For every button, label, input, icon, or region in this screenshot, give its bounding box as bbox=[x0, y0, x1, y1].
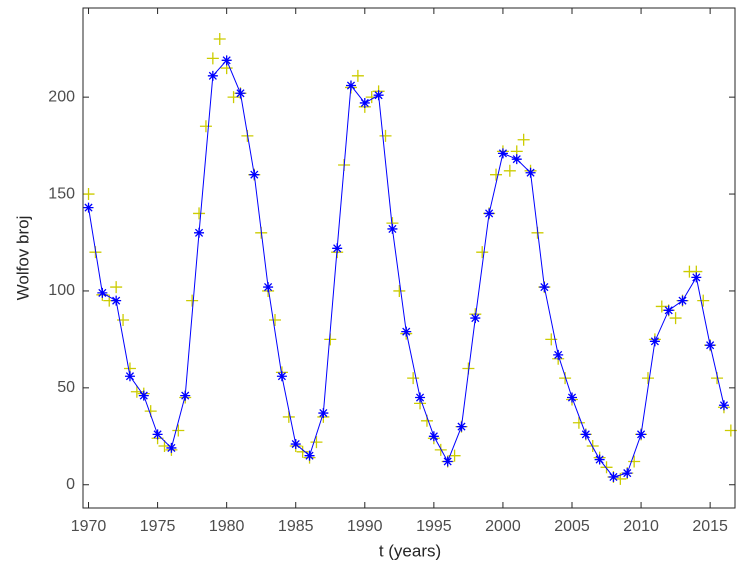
marker bbox=[249, 169, 260, 180]
marker bbox=[345, 80, 356, 91]
marker bbox=[407, 372, 420, 385]
marker bbox=[442, 456, 453, 467]
y-tick-label: 0 bbox=[66, 476, 75, 493]
marker bbox=[296, 445, 309, 458]
x-tick-label: 2000 bbox=[485, 518, 521, 535]
marker bbox=[641, 372, 654, 385]
x-tick-label: 1995 bbox=[416, 518, 452, 535]
axes-box bbox=[82, 7, 736, 509]
marker bbox=[158, 439, 171, 452]
marker bbox=[332, 243, 343, 254]
marker bbox=[83, 202, 94, 213]
marker bbox=[393, 284, 406, 297]
marker bbox=[172, 424, 185, 437]
marker bbox=[379, 129, 392, 142]
marker bbox=[227, 91, 240, 104]
marker bbox=[263, 282, 274, 293]
marker bbox=[448, 449, 461, 462]
marker bbox=[290, 439, 301, 450]
marker bbox=[221, 55, 232, 66]
y-tick-label: 200 bbox=[48, 88, 75, 105]
marker bbox=[111, 295, 122, 306]
marker bbox=[206, 52, 219, 65]
marker bbox=[517, 133, 530, 146]
marker bbox=[186, 294, 199, 307]
marker bbox=[213, 33, 226, 46]
marker bbox=[166, 442, 177, 453]
marker bbox=[304, 450, 315, 461]
marker bbox=[180, 390, 191, 401]
marker bbox=[82, 188, 95, 201]
marker bbox=[669, 312, 682, 325]
marker bbox=[456, 421, 467, 432]
marker bbox=[705, 340, 716, 351]
x-tick-label: 1985 bbox=[278, 518, 314, 535]
y-axis-label: Wolfov broj bbox=[13, 216, 32, 301]
marker bbox=[525, 167, 536, 178]
x-tick-label: 1980 bbox=[209, 518, 245, 535]
marker bbox=[628, 455, 641, 468]
x-tick-label: 2010 bbox=[623, 518, 659, 535]
marker bbox=[503, 164, 516, 177]
marker bbox=[718, 400, 729, 411]
marker bbox=[539, 282, 550, 293]
marker bbox=[97, 287, 108, 298]
marker bbox=[387, 223, 398, 234]
marker bbox=[580, 429, 591, 440]
marker bbox=[373, 90, 384, 101]
marker bbox=[663, 305, 674, 316]
marker bbox=[110, 281, 123, 294]
marker bbox=[476, 246, 489, 259]
marker bbox=[484, 208, 495, 219]
marker bbox=[199, 120, 212, 133]
marker bbox=[428, 431, 439, 442]
x-axis-label: t (years) bbox=[379, 541, 441, 560]
y-tick-label: 150 bbox=[48, 185, 75, 202]
marker bbox=[138, 390, 149, 401]
marker bbox=[600, 461, 613, 474]
marker bbox=[636, 429, 647, 440]
marker bbox=[470, 313, 481, 324]
marker bbox=[497, 148, 508, 159]
marker bbox=[152, 429, 163, 440]
marker bbox=[359, 97, 370, 108]
marker bbox=[124, 371, 135, 382]
marker bbox=[117, 314, 130, 327]
plot-area bbox=[83, 8, 735, 508]
x-tick-label: 2015 bbox=[692, 518, 728, 535]
marker bbox=[415, 392, 426, 403]
marker bbox=[511, 154, 522, 165]
marker bbox=[276, 371, 287, 382]
marker bbox=[194, 227, 205, 238]
x-tick-label: 1970 bbox=[71, 518, 107, 535]
marker bbox=[559, 372, 572, 385]
marker bbox=[269, 314, 282, 327]
marker bbox=[567, 392, 577, 403]
marker bbox=[490, 168, 503, 181]
marker bbox=[207, 70, 218, 81]
marker bbox=[594, 454, 605, 465]
marker bbox=[553, 349, 564, 360]
x-tick-label: 1990 bbox=[347, 518, 383, 535]
marker bbox=[351, 69, 364, 82]
marker bbox=[318, 408, 329, 419]
marker bbox=[401, 326, 412, 337]
marker bbox=[622, 468, 633, 479]
marker bbox=[310, 436, 323, 449]
marker bbox=[608, 471, 619, 482]
x-tick-label: 2005 bbox=[554, 518, 590, 535]
x-tick-label: 1975 bbox=[140, 518, 176, 535]
marker bbox=[677, 295, 688, 306]
marker bbox=[235, 88, 246, 99]
marker bbox=[691, 272, 702, 283]
marker bbox=[572, 416, 585, 429]
y-tick-label: 100 bbox=[48, 282, 75, 299]
marker bbox=[282, 410, 295, 423]
marker bbox=[649, 336, 660, 347]
y-tick-label: 50 bbox=[57, 379, 75, 396]
marker bbox=[697, 294, 710, 307]
marker bbox=[193, 207, 206, 220]
marker bbox=[655, 300, 668, 313]
